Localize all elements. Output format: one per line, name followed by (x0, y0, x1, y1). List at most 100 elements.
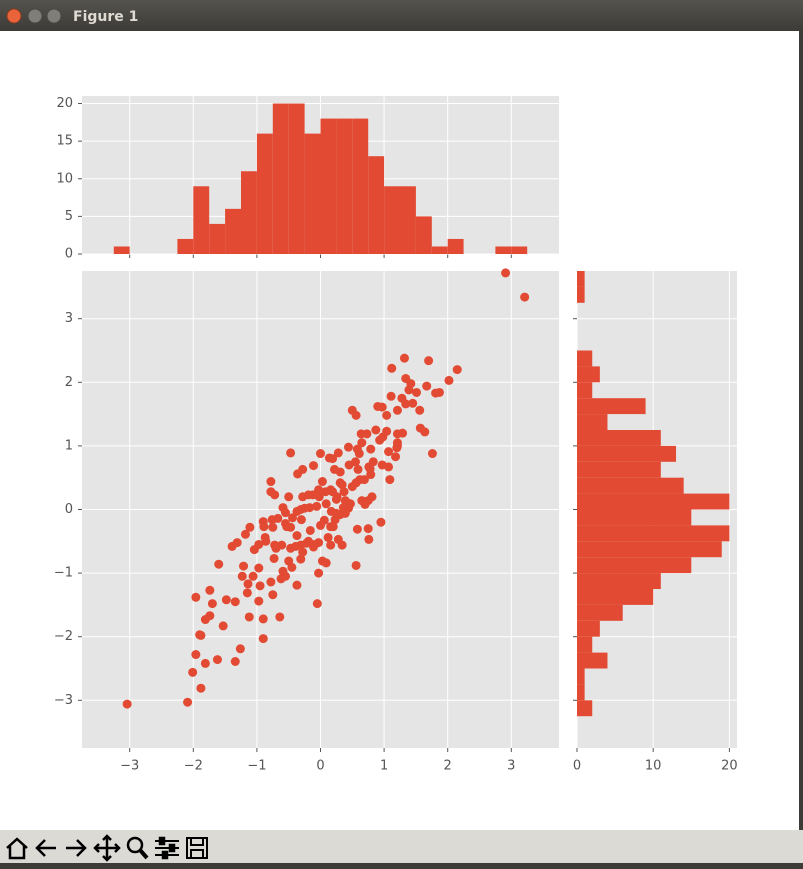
scatter-point (501, 268, 511, 278)
zoom-button[interactable] (126, 836, 149, 860)
scatter-point (244, 612, 254, 622)
histogram-bar (577, 286, 585, 303)
close-button[interactable] (6, 8, 22, 24)
scatter-point (382, 410, 392, 420)
scatter-point (377, 402, 387, 412)
scatter-point (191, 650, 201, 660)
minimize-button[interactable] (27, 8, 43, 24)
histogram-bar (577, 620, 600, 637)
y-tick-label: −2 (54, 629, 73, 644)
scatter-point (331, 494, 341, 504)
scatter-point (305, 525, 315, 535)
scatter-point (408, 398, 418, 408)
histogram-bar (577, 366, 600, 383)
scatter-point (243, 579, 253, 589)
histogram-bar (577, 525, 730, 542)
y-tick-label: 5 (65, 209, 73, 224)
scatter-point (392, 405, 402, 415)
histogram-bar (384, 186, 400, 254)
maximize-button[interactable] (46, 8, 62, 24)
scatter-point (401, 399, 411, 409)
scatter-point (245, 522, 255, 532)
scatter-point (293, 469, 303, 479)
scatter-point (205, 585, 215, 595)
scatter-point (353, 464, 363, 474)
scatter-point (200, 658, 210, 668)
x-tick-label: 2 (444, 759, 452, 774)
forward-button[interactable] (66, 839, 87, 857)
scatter-point (237, 571, 247, 581)
scatter-point (371, 425, 381, 435)
scatter-point (337, 480, 347, 490)
scatter-point (268, 590, 278, 600)
x-tick-label: 10 (645, 759, 662, 774)
scatter-point (212, 655, 222, 665)
scatter-point (287, 562, 297, 572)
y-tick-label: 0 (65, 502, 73, 517)
histogram-bar (400, 186, 416, 254)
home-button[interactable] (6, 837, 28, 860)
histogram-bar (209, 223, 226, 254)
scatter-point (364, 534, 374, 544)
scatter-point (196, 683, 206, 693)
x-tick-label: 20 (721, 759, 738, 774)
histogram-bar (577, 414, 608, 430)
histogram-bar (336, 118, 353, 254)
scatter-point (352, 524, 362, 534)
histogram-bar (577, 541, 722, 558)
scatter-point (312, 501, 322, 511)
histogram-bar (577, 382, 593, 399)
histogram-bar (447, 238, 464, 254)
scatter-point (362, 429, 372, 439)
scatter-point (357, 438, 367, 448)
back-button[interactable] (35, 839, 56, 857)
scatter-point (276, 574, 286, 584)
window-border (0, 863, 803, 869)
scatter-point (230, 657, 240, 667)
pan-button[interactable] (93, 834, 121, 862)
scatter-point (368, 457, 378, 467)
scatter-point (354, 449, 364, 459)
scatter-point (367, 492, 377, 502)
scatter-point (298, 547, 308, 557)
scatter-point (386, 391, 396, 401)
scatter-point (333, 448, 343, 458)
y-tick-label: 0 (65, 247, 73, 262)
scatter-point (420, 427, 430, 437)
x-tick-label: 0 (316, 759, 324, 774)
scatter-point (422, 381, 432, 391)
scatter-point (365, 464, 375, 474)
scatter-point (314, 568, 324, 578)
scatter-point (275, 612, 285, 622)
histogram-bar (577, 604, 623, 621)
histogram-bar (288, 103, 305, 255)
histogram-bar (577, 350, 593, 367)
histogram-bar (577, 636, 593, 653)
scatter-point (258, 517, 268, 527)
scatter-point (309, 542, 319, 552)
scatter-point (431, 388, 441, 398)
scatter-point (359, 475, 369, 485)
configure-button[interactable] (155, 836, 179, 860)
scatter-point (292, 531, 302, 541)
scatter-point (427, 449, 437, 459)
scatter-point (321, 558, 331, 568)
save-button[interactable] (186, 837, 208, 859)
scatter-point (344, 460, 354, 470)
scatter-point (328, 487, 338, 497)
scatter-point (452, 365, 462, 375)
scatter-point (398, 428, 408, 438)
scatter-point (266, 577, 276, 587)
histogram-bar (577, 668, 585, 685)
y-tick-label: −1 (54, 566, 73, 581)
scatter-point (312, 599, 322, 609)
scatter-point (347, 405, 357, 415)
scatter-point (406, 379, 416, 389)
scatter-point (330, 515, 340, 525)
scatter-point (242, 588, 252, 598)
scatter-point (424, 356, 434, 366)
scatter-point (377, 460, 387, 470)
y-tick-label: 20 (56, 96, 73, 111)
scatter-point (188, 667, 198, 677)
